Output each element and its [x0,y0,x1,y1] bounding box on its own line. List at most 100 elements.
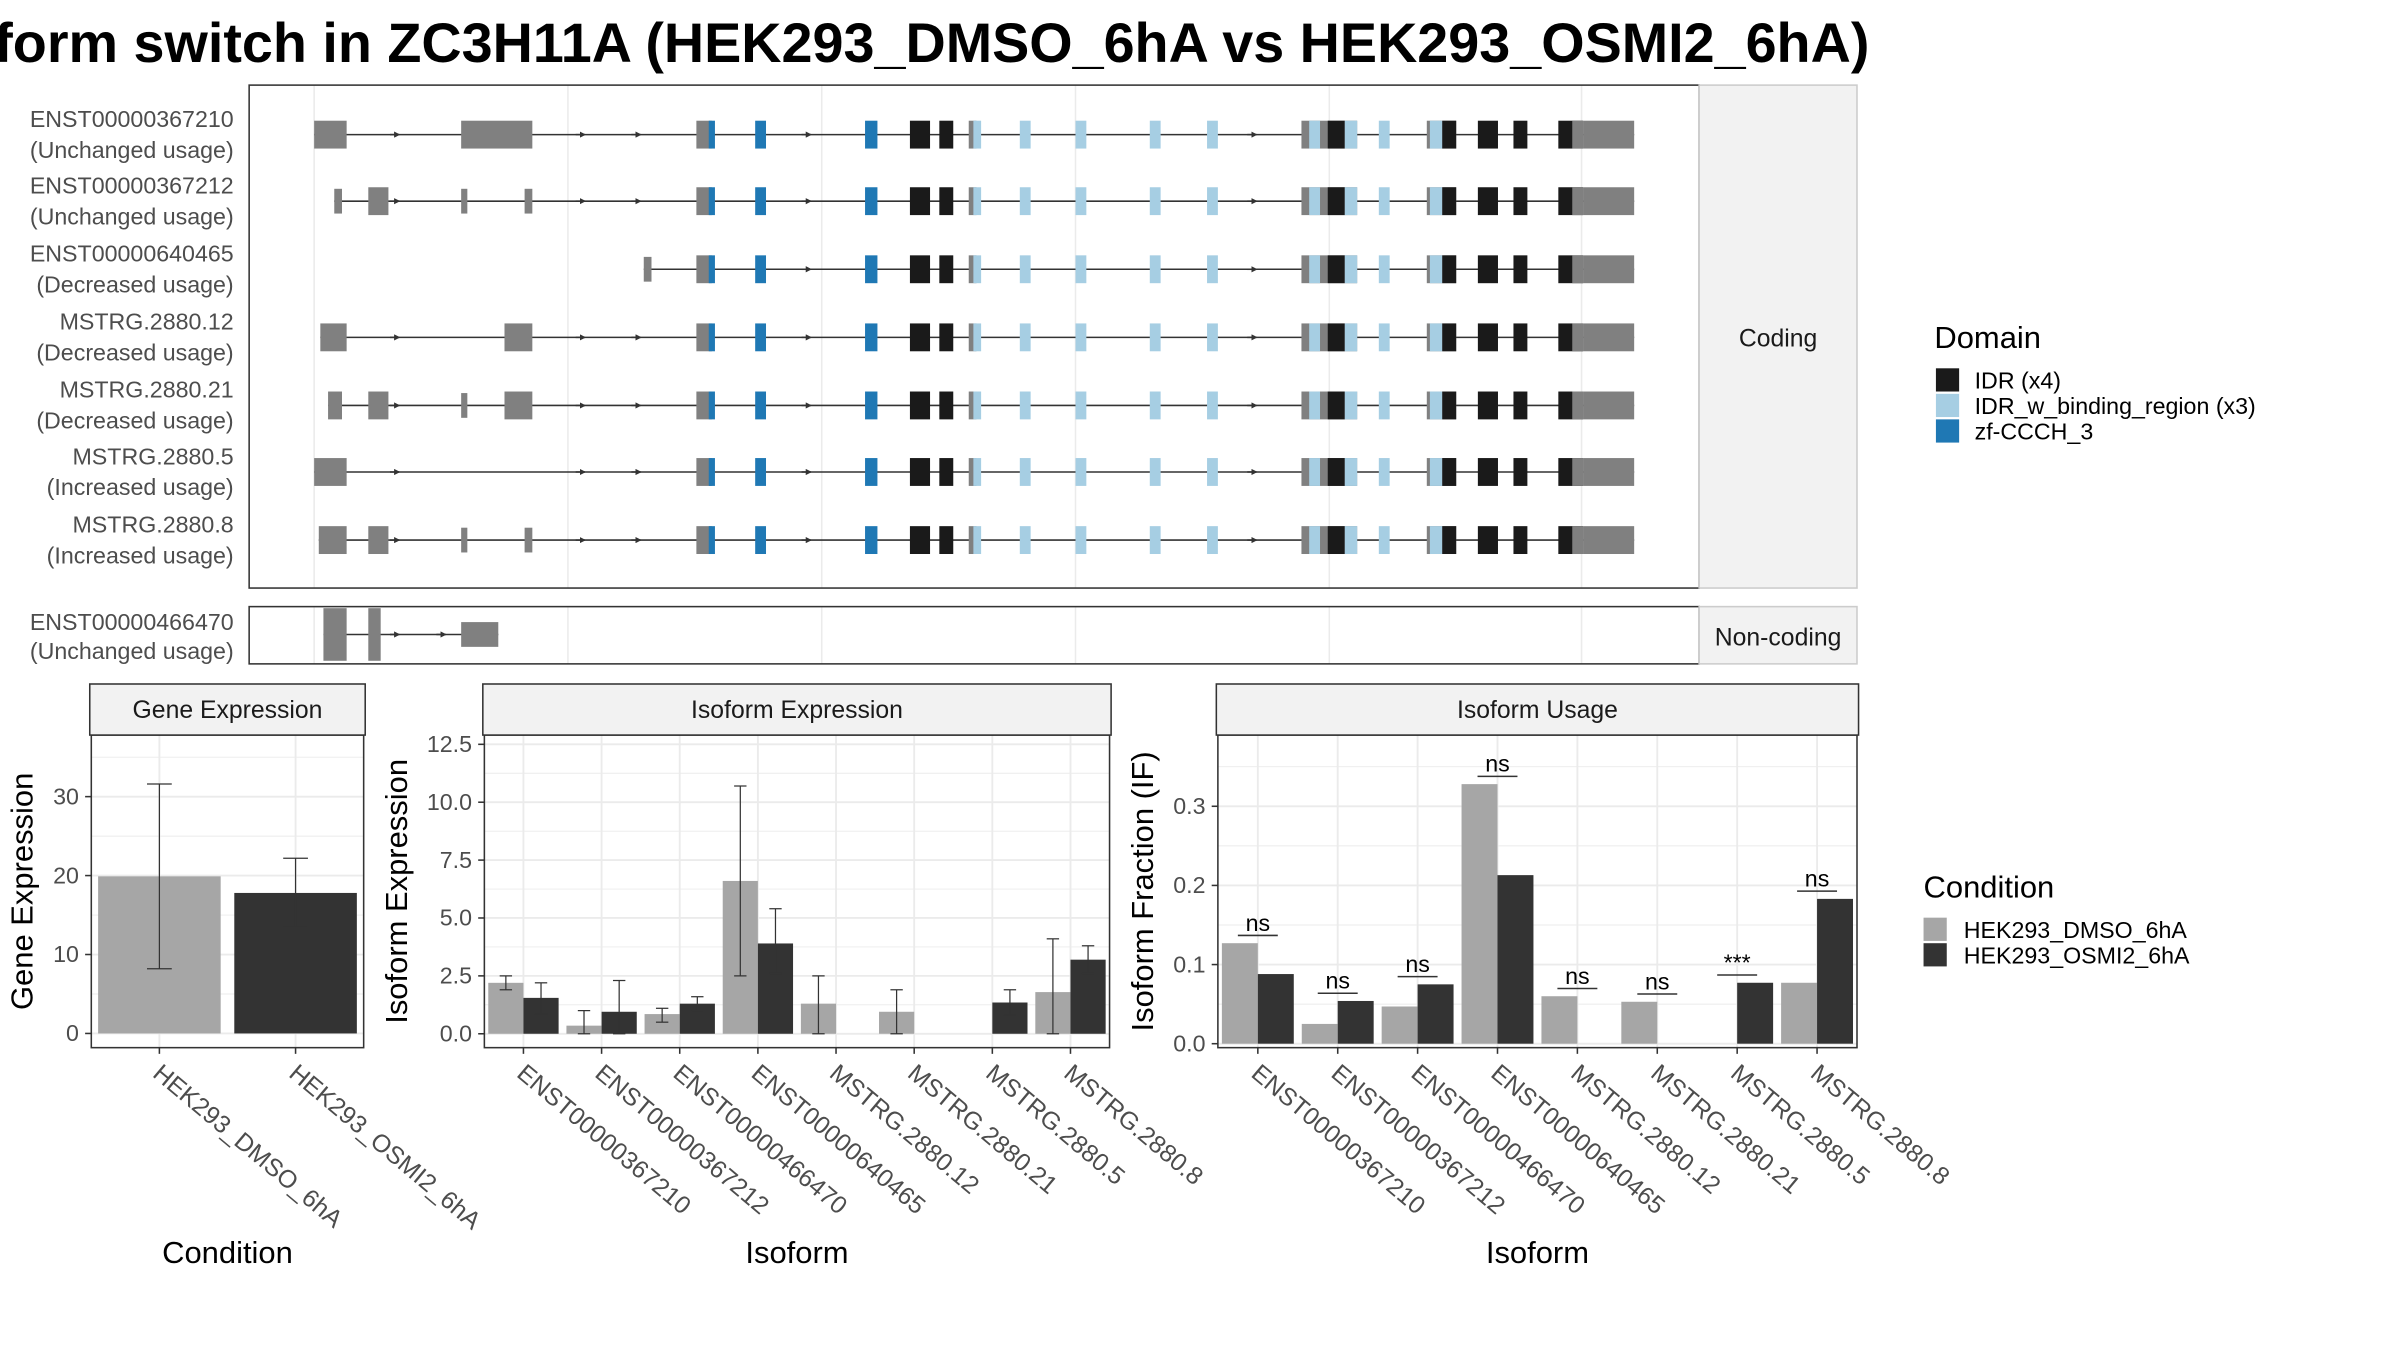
domain-exon [1207,391,1218,420]
domain-exon [1572,526,1584,555]
domain-exon [1572,187,1584,216]
y-tick-label: 30 [53,783,79,809]
bar [1257,974,1294,1044]
transcript-row [318,526,1635,555]
domain-exon [1378,391,1390,420]
domain-exon [755,120,767,149]
domain-exon [968,391,977,420]
domain-exon [1583,323,1635,352]
domain-exon [755,526,767,555]
y-tick-label: 10 [53,941,79,967]
y-axis-title: Isoform Expression [379,759,414,1024]
transcript-usage-label: (Unchanged usage) [30,203,234,229]
figure-title: The isoform switch in ZC3H11A (HEK293_DM… [0,6,1869,80]
transcript-row [314,458,1635,486]
domain-exon [755,187,767,216]
domain-exon [1583,526,1635,555]
exon [461,622,499,647]
domain-exon [1572,458,1584,486]
y-tick-label: 2.5 [440,963,472,989]
domain-exon [1572,255,1584,284]
domain-exon [1477,526,1498,555]
transcript-usage-label: (Unchanged usage) [30,137,234,163]
domain-exon [909,187,931,216]
bar [1737,982,1774,1044]
domain-legend-key [1935,393,1960,418]
domain-exon [973,187,982,216]
exon [461,393,468,418]
domain-exon [909,323,931,352]
bar [1621,1001,1658,1044]
domain-exon [708,255,715,284]
domain-exon [1019,458,1031,486]
domain-exon [1378,255,1390,284]
domain-exon [1513,255,1528,284]
domain-exon [865,187,878,216]
chart-panel-2: ns ns ns ns ns ns *** ns Isoform Usage 0.0 0.1 0.2 0… [1125,683,1954,1270]
y-tick-label: 5.0 [440,905,472,931]
domain-exon [1442,323,1457,352]
domain-exon [968,187,977,216]
domain-exon [1429,120,1443,149]
domain-exon [1075,526,1087,555]
domain-exon [708,526,715,555]
significance-label: ns [1645,968,1670,994]
panel-title-strip [482,683,1112,736]
y-tick-label: 10.0 [427,789,472,815]
exon [314,120,347,149]
domain-exon [1309,526,1321,555]
exon [314,458,347,486]
facet-strip-coding [1698,84,1858,589]
domain-exon [909,120,931,149]
condition-legend-label: HEK293_OSMI2_6hA [1964,942,2190,968]
domain-exon [1583,187,1635,216]
domain-exon [1378,526,1390,555]
x-tick-label: MSTRG.2880.5 [981,1060,1130,1191]
panel-title-strip [1215,683,1860,736]
domain-exon [1378,458,1390,486]
domain-exon [1344,458,1358,486]
domain-exon [1019,187,1031,216]
domain-exon [865,526,878,555]
domain-exon [973,323,982,352]
transcript-structure-panel: ENST00000367210 (Unchanged usage) ENST0000… [30,84,1858,665]
domain-exon [1075,323,1087,352]
bar [1417,984,1454,1044]
domain-exon [1442,526,1457,555]
chart-panel-1: Isoform Expression0.02.55.07.510.012.5EN… [379,683,1208,1270]
domain-exon [1019,120,1031,149]
domain-exon [1477,458,1498,486]
domain-exon [755,323,767,352]
domain-exon [1583,458,1635,486]
bar [1301,1023,1338,1044]
exon [461,188,468,214]
domain-exon [1207,526,1218,555]
domain-exon [1572,323,1584,352]
domain-legend-key [1935,368,1960,392]
exon [323,608,347,661]
transcript-usage-label: (Decreased usage) [36,340,233,366]
domain-exon [1344,187,1358,216]
domain-exon [1442,391,1457,420]
y-tick-label: 0.2 [1173,872,1205,898]
domain-exon [1309,458,1321,486]
exon [504,323,533,352]
x-tick-label: MSTRG.2880.5 [1725,1060,1874,1191]
domain-exon [909,526,931,555]
domain-exon [1344,526,1358,555]
bar [1381,1006,1418,1044]
exon [368,391,389,420]
domain-exon [909,458,931,486]
exon [318,526,347,555]
x-tick-label: MSTRG.2880.8 [1059,1060,1208,1191]
domain-exon [1513,323,1528,352]
domain-exon [1378,323,1390,352]
domain-exon [1442,187,1457,216]
domain-exon [696,391,712,420]
y-axis-title: Isoform Fraction (IF) [1125,751,1160,1031]
domain-exon [865,323,878,352]
domain-exon [1149,323,1161,352]
transcript-usage-label: (Increased usage) [47,474,234,500]
exon [320,323,347,352]
domain-exon [755,255,767,284]
